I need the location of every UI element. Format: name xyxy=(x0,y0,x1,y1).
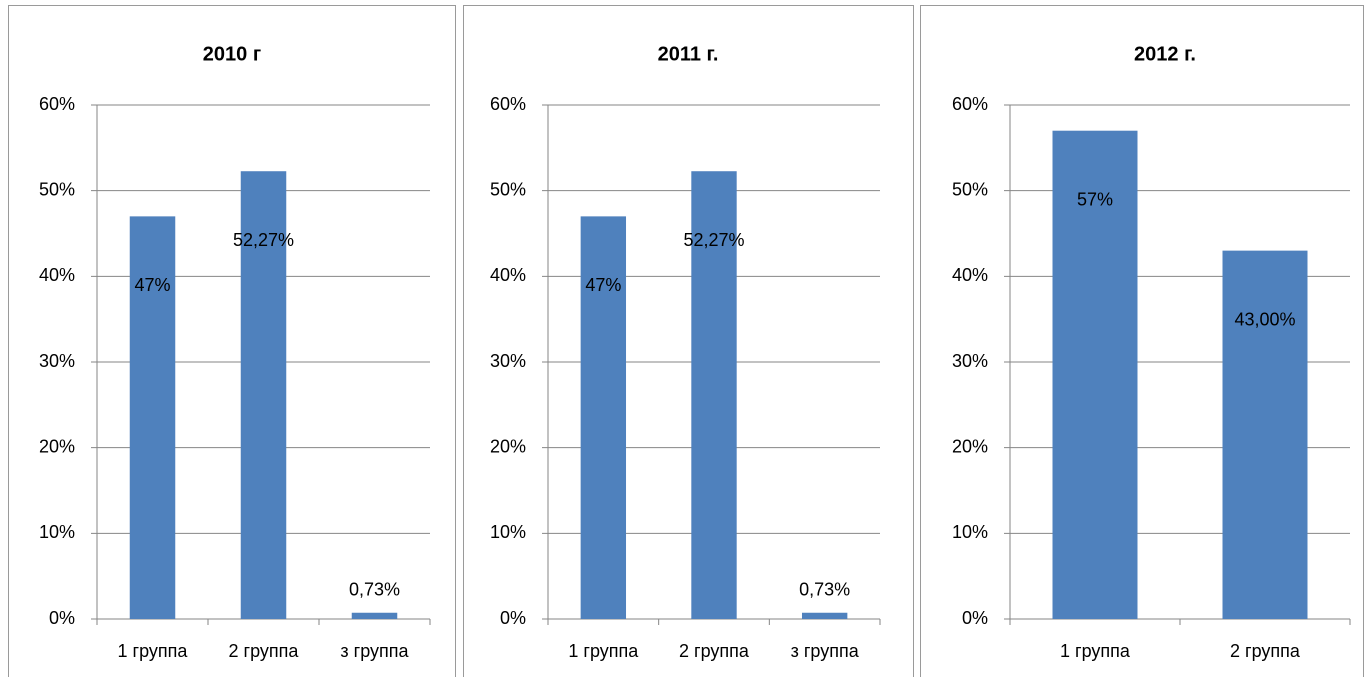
y-tick-label: 50% xyxy=(39,179,75,199)
bar xyxy=(691,171,737,619)
x-tick-label: 1 группа xyxy=(1060,641,1131,661)
data-label: 0,73% xyxy=(799,579,850,599)
bar xyxy=(129,216,176,619)
data-label: 43,00% xyxy=(1234,309,1295,329)
bar xyxy=(351,612,398,619)
y-tick-label: 60% xyxy=(952,94,988,114)
panel-border xyxy=(920,5,1364,682)
bar xyxy=(580,216,627,619)
data-label: 47% xyxy=(134,275,170,295)
x-tick-label: 1 группа xyxy=(568,641,639,661)
y-tick-label: 0% xyxy=(962,608,988,628)
y-tick-label: 50% xyxy=(490,179,526,199)
chart-title: 2011 г. xyxy=(658,43,719,65)
panel-border xyxy=(463,5,914,682)
data-label: 0,73% xyxy=(349,579,400,599)
chart-title: 2010 г xyxy=(203,43,261,65)
x-tick-label: 2 группа xyxy=(1230,641,1301,661)
y-tick-label: 40% xyxy=(490,265,526,285)
y-tick-label: 40% xyxy=(952,265,988,285)
panel-border xyxy=(8,5,456,682)
data-label: 47% xyxy=(585,275,621,295)
x-tick-label: з группа xyxy=(340,641,409,661)
y-tick-label: 50% xyxy=(952,179,988,199)
y-tick-label: 0% xyxy=(49,608,75,628)
data-label: 52,27% xyxy=(233,230,294,250)
y-tick-label: 30% xyxy=(490,351,526,371)
x-tick-label: 2 группа xyxy=(679,641,750,661)
y-tick-label: 20% xyxy=(39,436,75,456)
y-tick-label: 20% xyxy=(490,436,526,456)
y-tick-label: 60% xyxy=(490,94,526,114)
y-tick-label: 20% xyxy=(952,436,988,456)
bar xyxy=(1222,250,1308,619)
x-tick-label: з группа xyxy=(791,641,860,661)
x-tick-label: 1 группа xyxy=(118,641,189,661)
y-tick-label: 0% xyxy=(500,608,526,628)
y-tick-label: 40% xyxy=(39,265,75,285)
chart-title: 2012 г. xyxy=(1134,43,1196,65)
y-tick-label: 10% xyxy=(490,522,526,542)
y-tick-label: 10% xyxy=(39,522,75,542)
bar xyxy=(1052,130,1138,619)
y-tick-label: 60% xyxy=(39,94,75,114)
y-tick-label: 30% xyxy=(952,351,988,371)
y-tick-label: 10% xyxy=(952,522,988,542)
x-tick-label: 2 группа xyxy=(229,641,300,661)
data-label: 57% xyxy=(1077,189,1113,209)
y-tick-label: 30% xyxy=(39,351,75,371)
data-label: 52,27% xyxy=(683,230,744,250)
bar xyxy=(801,612,848,619)
bar xyxy=(240,171,287,619)
